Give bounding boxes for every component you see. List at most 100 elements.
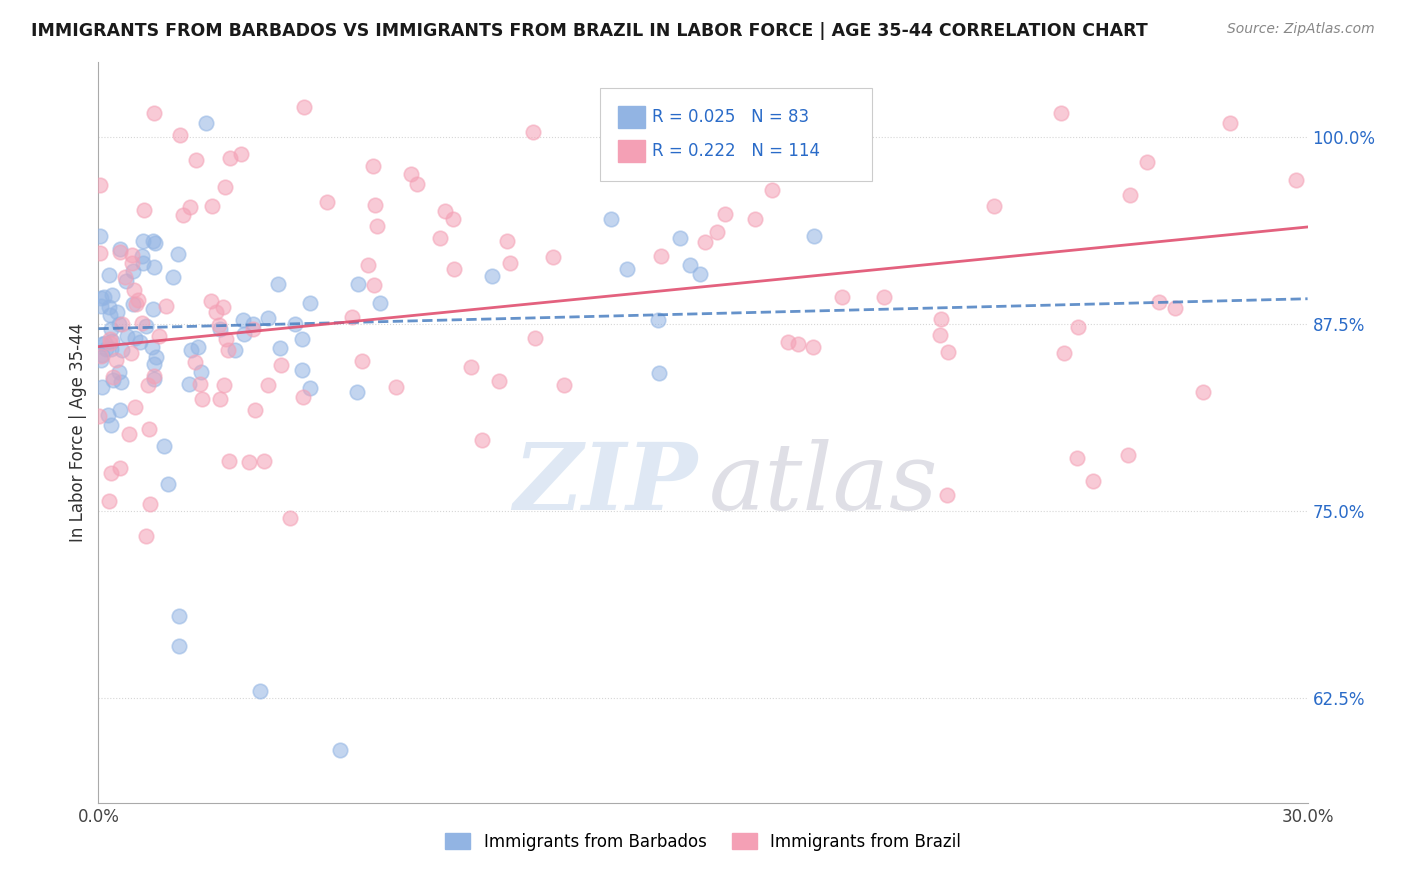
Point [647,367,669,381]
Point [229,147,252,161]
Point [776,334,799,349]
Point [669,230,692,244]
Point [224,343,246,357]
Point [524,330,547,344]
Point [1066,451,1088,466]
Point [242,321,264,335]
Point [253,454,276,468]
Point [1219,116,1241,130]
Point [108,365,131,379]
Point [267,277,290,291]
Point [347,277,370,292]
Point [142,106,165,120]
Point [167,247,190,261]
Point [433,204,456,219]
Point [232,312,254,326]
Point [93,335,115,350]
Point [243,403,266,417]
Point [1116,448,1139,462]
Point [143,260,166,274]
Point [983,199,1005,213]
Point [141,234,163,248]
Point [132,203,155,218]
Legend: Immigrants from Barbados, Immigrants from Brazil: Immigrants from Barbados, Immigrants fro… [439,826,967,857]
Point [363,278,385,293]
Point [299,296,322,310]
Point [125,296,148,310]
Point [1136,155,1159,169]
Point [190,366,212,380]
Point [121,255,143,269]
Point [100,418,122,433]
Point [873,290,896,304]
Point [208,322,231,336]
Point [100,334,122,348]
Point [108,244,131,259]
Point [370,295,392,310]
Point [929,328,952,343]
Point [211,300,233,314]
Point [100,467,122,481]
Point [89,178,111,192]
Point [316,195,339,210]
FancyBboxPatch shape [600,88,872,181]
Point [936,344,959,359]
Point [191,392,214,406]
Point [142,302,165,317]
Point [98,308,121,322]
Point [650,249,672,263]
Point [87,409,110,424]
Point [90,300,112,314]
Point [803,229,825,244]
Point [366,219,388,233]
Point [352,354,374,368]
Point [218,453,240,467]
Point [238,455,260,469]
Point [208,392,231,406]
Point [1049,105,1071,120]
Point [118,427,141,442]
Point [167,639,190,653]
Point [257,310,280,325]
Point [936,488,959,502]
Point [385,380,408,394]
Point [679,258,702,272]
Point [616,261,638,276]
Point [96,408,118,422]
Point [139,497,162,511]
Text: R = 0.025   N = 83: R = 0.025 N = 83 [652,108,810,127]
Point [1119,188,1142,202]
Point [89,228,111,243]
Point [138,422,160,436]
Point [714,207,737,221]
Point [135,529,157,543]
Point [187,339,209,353]
Point [91,336,114,351]
Point [142,371,165,385]
Point [110,403,132,417]
Point [131,249,153,263]
Point [188,377,211,392]
Point [399,167,422,181]
Point [205,305,228,319]
Point [212,377,235,392]
Text: Source: ZipAtlas.com: Source: ZipAtlas.com [1227,22,1375,37]
Point [186,153,208,167]
Point [101,288,124,302]
Point [522,125,544,139]
Point [291,363,314,377]
Point [167,608,190,623]
Point [124,283,146,297]
Point [90,291,112,305]
Text: R = 0.222   N = 114: R = 0.222 N = 114 [652,143,820,161]
Point [100,342,122,356]
Point [329,743,352,757]
Point [298,381,321,395]
Point [142,357,165,371]
Text: IMMIGRANTS FROM BARBADOS VS IMMIGRANTS FROM BRAZIL IN LABOR FORCE | AGE 35-44 CO: IMMIGRANTS FROM BARBADOS VS IMMIGRANTS F… [31,22,1147,40]
Point [90,352,112,367]
Point [278,510,301,524]
Point [98,332,121,346]
Point [100,322,122,336]
Point [689,268,711,282]
